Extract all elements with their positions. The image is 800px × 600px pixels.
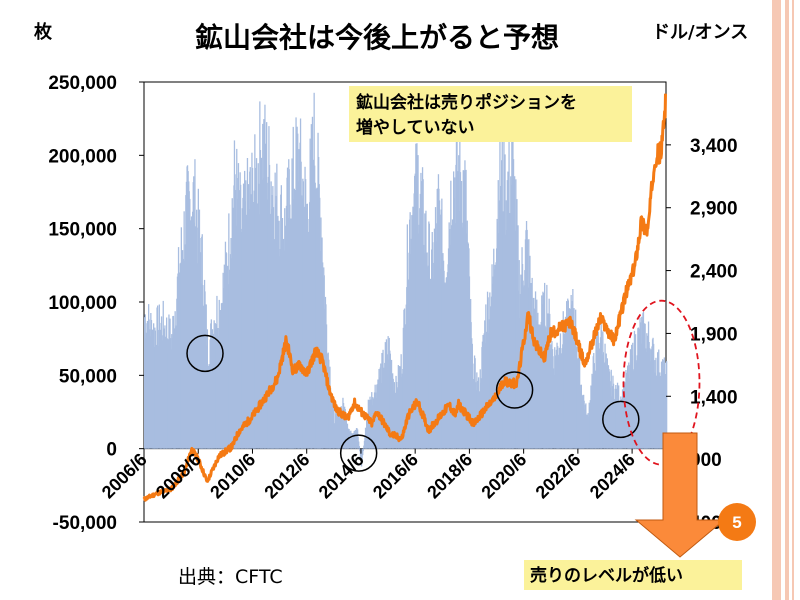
right-axis-tick-label: 900 (690, 450, 722, 471)
callout-text: 鉱山会社は売りポジションを (356, 92, 577, 113)
bottom-note-background (524, 560, 742, 590)
callout-text: 増やしていない (356, 117, 475, 138)
decor-stripe (772, 0, 781, 600)
left-axis-tick-label: 0 (106, 440, 117, 461)
callout-background (349, 86, 632, 142)
left-axis-tick-label: 50,000 (59, 366, 117, 387)
page-number: 5 (732, 513, 741, 532)
right-axis-tick-label: 3,400 (690, 136, 738, 157)
right-axis-tick-label: 2,400 (690, 262, 738, 283)
left-axis-tick-label: 100,000 (48, 293, 117, 314)
net-position-bar (361, 448, 363, 463)
bottom-note-box: 売りのレベルが低い (524, 560, 742, 590)
net-position-bar (362, 448, 364, 452)
right-axis-unit: ドル/オンス (652, 22, 749, 43)
net-position-bar (358, 441, 360, 449)
left-axis-tick-label: 200,000 (48, 146, 117, 167)
right-axis-tick-label: 1,400 (690, 387, 738, 408)
decor-stripe (785, 0, 789, 600)
left-axis-tick-label: 250,000 (48, 73, 117, 94)
net-position-bar (362, 448, 364, 456)
down-arrow (634, 432, 726, 558)
right-axis-tick-label: 2,900 (690, 199, 738, 220)
left-axis-tick-label: 150,000 (48, 220, 117, 241)
page-number-badge (718, 503, 756, 541)
annotation-circle (186, 334, 224, 373)
annotation-circle (602, 400, 640, 439)
left-axis-unit: 枚 (34, 22, 52, 43)
decor-stripe (792, 0, 794, 600)
net-position-bar (358, 446, 360, 449)
annotation-circle (339, 434, 378, 472)
annotation-dashed-ellipse (622, 299, 701, 466)
right-axis-tick-label: 1,900 (690, 324, 738, 345)
annotation-circle (495, 371, 534, 409)
left-axis-tick-label: -50,000 (53, 513, 117, 534)
slide-title: 鉱山会社は今後上がると予想 (195, 21, 560, 54)
net-position-bar (666, 361, 668, 449)
gold-price-line (142, 93, 667, 502)
bottom-note-text: 売りのレベルが低い (530, 565, 683, 586)
source-note: 出典：CFTC (178, 566, 283, 588)
